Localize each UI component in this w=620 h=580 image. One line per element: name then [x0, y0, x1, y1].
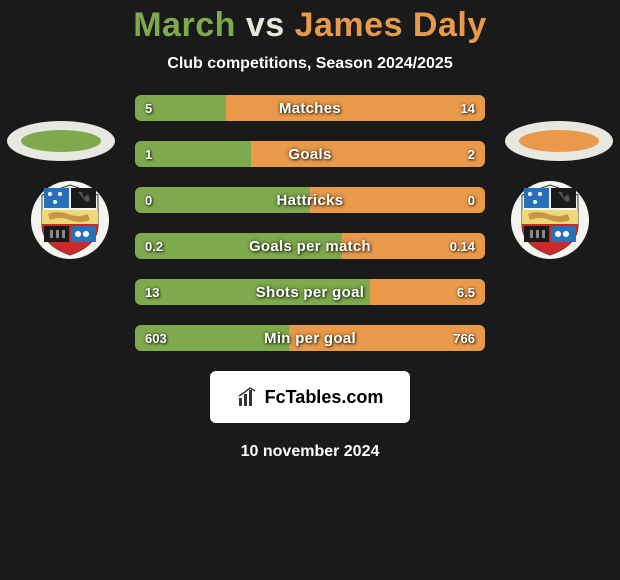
- comparison-bars: 514Matches 12Goals 00Hattricks 0.20.14Goals…: [135, 95, 485, 351]
- player2-avatar: [504, 116, 614, 166]
- player1-club-crest: [30, 180, 110, 260]
- bar-label: Hattricks: [135, 187, 485, 213]
- page-title: March vs James Daly: [0, 0, 620, 45]
- player2-name: James Daly: [295, 6, 487, 44]
- player1-name: March: [133, 6, 236, 44]
- bar-label: Goals per match: [135, 233, 485, 259]
- stat-bar: 514Matches: [135, 95, 485, 121]
- stat-bar: 00Hattricks: [135, 187, 485, 213]
- stat-bar: 12Goals: [135, 141, 485, 167]
- fctables-label: FcTables.com: [265, 387, 384, 408]
- stat-bar: 136.5Shots per goal: [135, 279, 485, 305]
- subtitle: Club competitions, Season 2024/2025: [0, 55, 620, 73]
- date-label: 10 november 2024: [0, 443, 620, 461]
- stat-bar: 0.20.14Goals per match: [135, 233, 485, 259]
- bar-label: Goals: [135, 141, 485, 167]
- vs-text: vs: [246, 6, 285, 44]
- fctables-icon: [237, 386, 259, 408]
- player1-avatar: [6, 116, 116, 166]
- fctables-badge: FcTables.com: [210, 371, 410, 423]
- bar-label: Min per goal: [135, 325, 485, 351]
- player2-club-crest: [510, 180, 590, 260]
- bar-label: Shots per goal: [135, 279, 485, 305]
- bar-label: Matches: [135, 95, 485, 121]
- stat-bar: 603766Min per goal: [135, 325, 485, 351]
